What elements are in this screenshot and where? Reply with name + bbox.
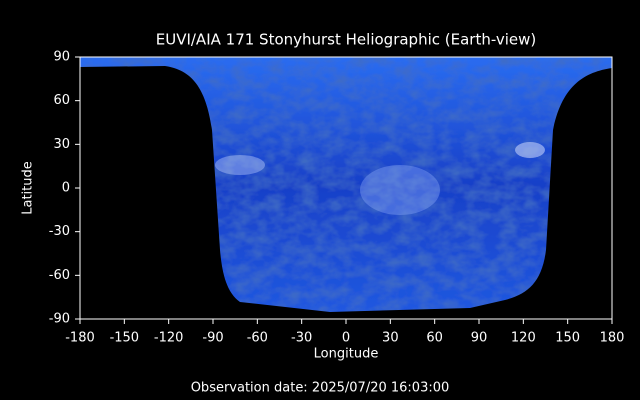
x-tick-label: 0 (342, 331, 350, 346)
solar-map (80, 57, 612, 312)
chart-title: EUVI/AIA 171 Stonyhurst Heliographic (Ea… (156, 31, 537, 49)
x-tick-label: -30 (291, 331, 312, 346)
y-tick-label: -30 (49, 224, 70, 239)
x-tick-label: 60 (426, 331, 443, 346)
footer: Observation date: 2025/07/20 16:03:00 (191, 381, 450, 396)
x-tick-label: 180 (600, 331, 625, 346)
y-tick-label: 0 (62, 181, 70, 196)
x-tick-label: 30 (382, 331, 399, 346)
x-axis-label: Longitude (314, 347, 379, 362)
y-tick-label: -60 (49, 268, 70, 283)
x-tick-label: 120 (511, 331, 536, 346)
y-axis-label: Latitude (21, 161, 36, 215)
y-tick-label: 60 (53, 93, 70, 108)
y-tick-label: -90 (49, 312, 70, 327)
x-tick-label: 150 (555, 331, 580, 346)
x-tick-label: -60 (247, 331, 268, 346)
x-tick-label: -90 (202, 331, 223, 346)
x-tick-label: -150 (110, 331, 140, 346)
x-tick-label: -120 (154, 331, 184, 346)
x-tick-label: 90 (471, 331, 488, 346)
y-tick-label: 30 (53, 137, 70, 152)
x-tick-label: -180 (65, 331, 95, 346)
y-tick-label: 90 (53, 50, 70, 65)
